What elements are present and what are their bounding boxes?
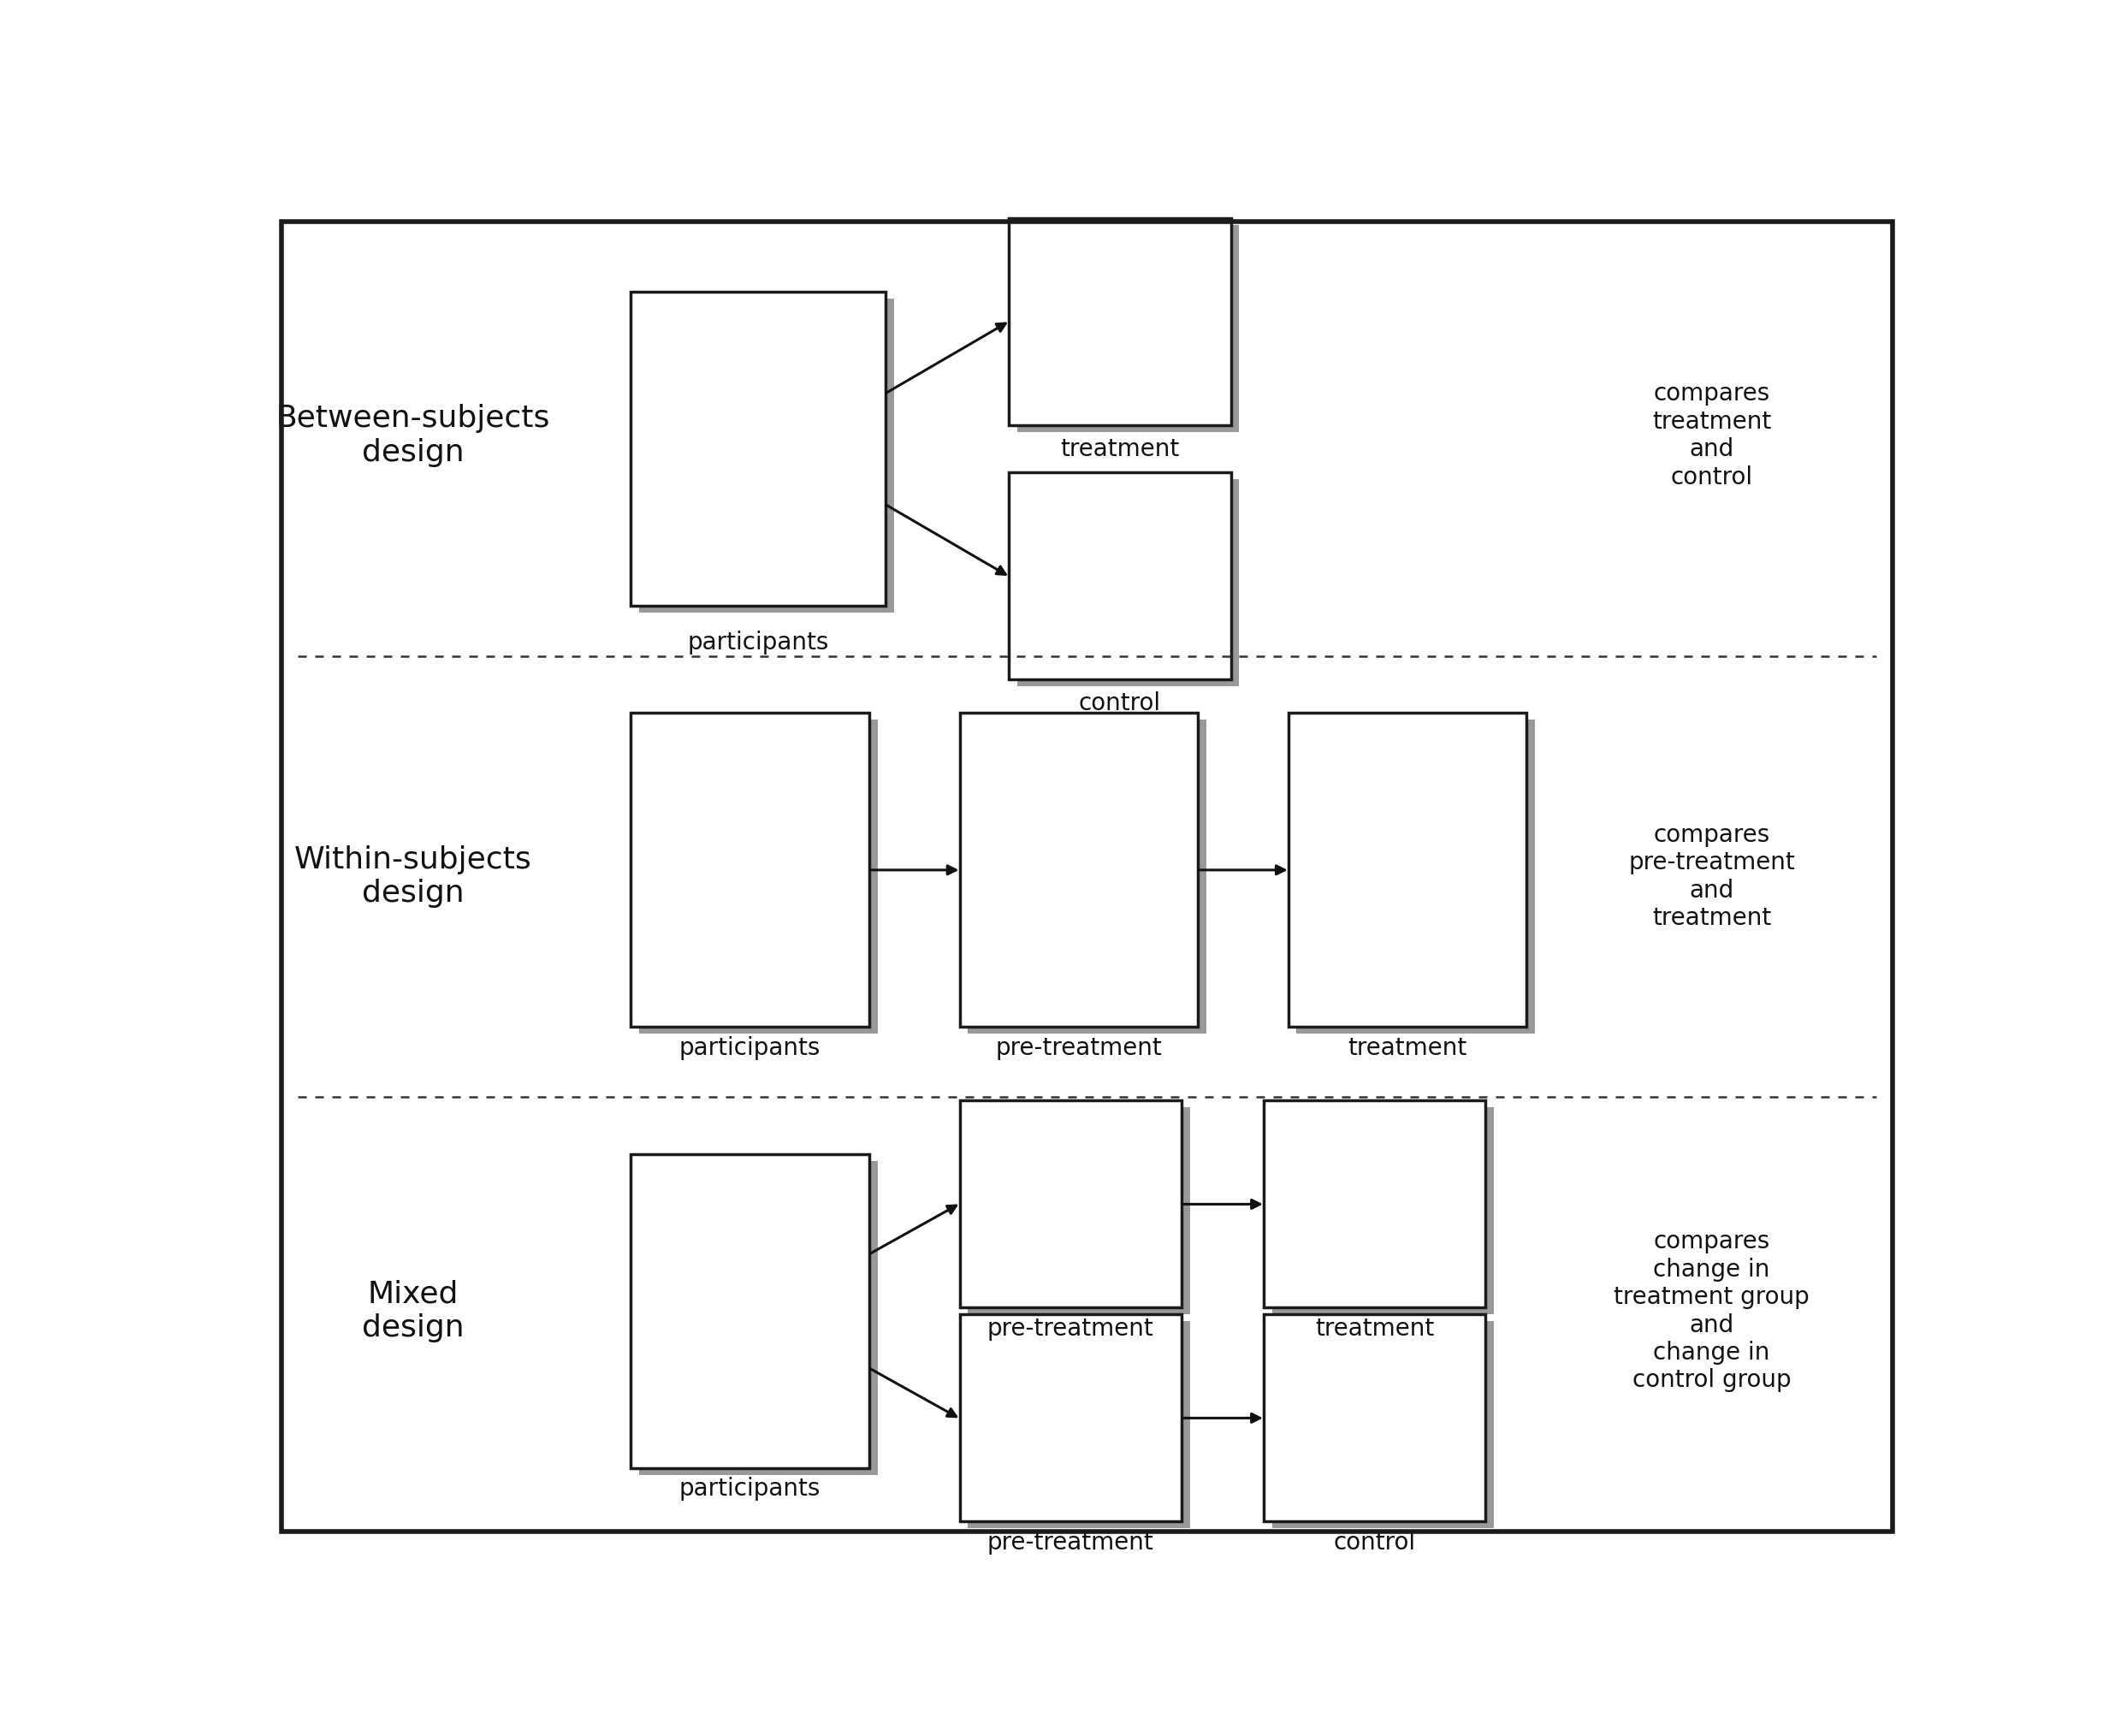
Bar [1018,226,1239,432]
Text: compares
change in
treatment group
and
change in
control group: compares change in treatment group and c… [1614,1229,1809,1392]
Text: pre-treatment: pre-treatment [995,1036,1162,1059]
Text: Between-subjects
design: Between-subjects design [276,404,549,467]
Bar [1264,1314,1485,1522]
Bar [967,1108,1190,1314]
Text: control: control [1334,1531,1417,1554]
Bar [630,1154,870,1469]
Text: participants: participants [679,1036,821,1059]
Bar [1264,1101,1485,1307]
Bar [1273,1108,1493,1314]
Bar [967,720,1207,1033]
Bar [1010,219,1230,425]
Text: compares
pre-treatment
and
treatment: compares pre-treatment and treatment [1629,823,1794,930]
Bar [638,720,878,1033]
Text: pre-treatment: pre-treatment [986,1316,1154,1340]
Bar [967,1321,1190,1528]
Bar [959,713,1198,1028]
Bar [959,1101,1181,1307]
Bar [1273,1321,1493,1528]
Bar [1296,720,1536,1033]
Text: participants: participants [687,630,829,654]
Bar [959,1314,1181,1522]
Bar [630,713,870,1028]
Text: pre-treatment: pre-treatment [986,1531,1154,1554]
Bar [638,299,893,613]
Bar [1287,713,1527,1028]
Text: Within-subjects
design: Within-subjects design [295,845,532,908]
Text: treatment: treatment [1060,437,1179,460]
Text: Mixed
design: Mixed design [363,1279,464,1342]
Text: treatment: treatment [1349,1036,1468,1059]
Text: compares
treatment
and
control: compares treatment and control [1652,382,1771,490]
Text: treatment: treatment [1315,1316,1434,1340]
Text: control: control [1080,691,1160,715]
Bar [630,292,887,606]
Bar [1010,472,1230,679]
Text: participants: participants [679,1477,821,1502]
Bar [1018,479,1239,686]
Bar [638,1161,878,1476]
